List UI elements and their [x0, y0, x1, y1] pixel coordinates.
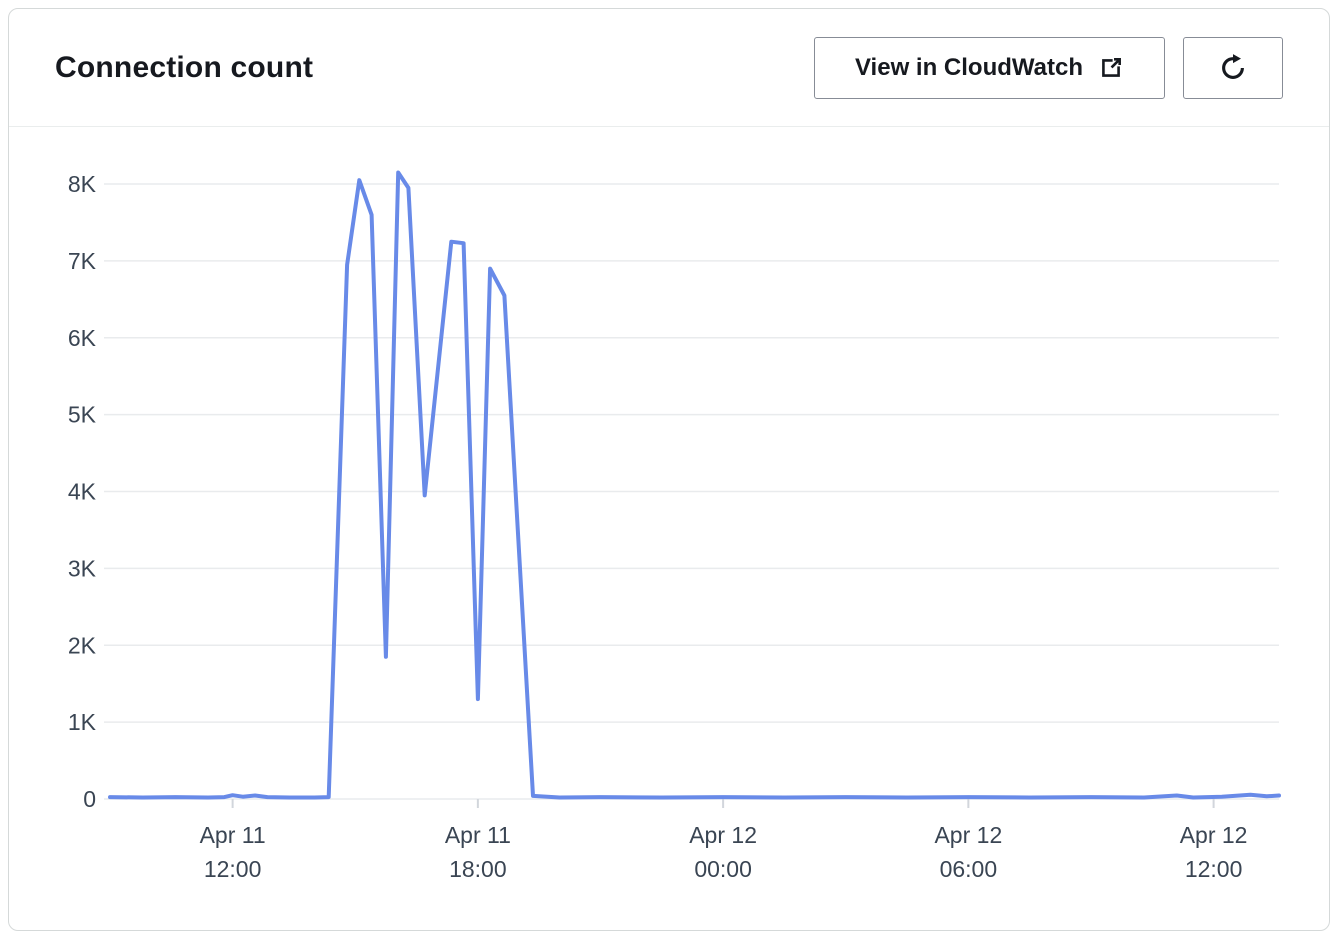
external-link-icon: [1098, 55, 1124, 81]
x-axis-tick-label-time: 12:00: [204, 856, 262, 882]
refresh-icon: [1218, 53, 1248, 83]
view-in-cloudwatch-button[interactable]: View in CloudWatch: [813, 36, 1165, 99]
y-axis-tick-label: 4K: [68, 479, 97, 505]
connection-count-widget: Connection count View in CloudWatch: [8, 8, 1330, 931]
y-axis-tick-label: 5K: [68, 402, 97, 428]
x-axis-tick-label-date: Apr 11: [445, 822, 511, 848]
header-actions: View in CloudWatch: [813, 36, 1283, 99]
x-axis-tick-label-time: 06:00: [940, 856, 998, 882]
widget-title: Connection count: [55, 50, 314, 84]
x-axis-tick-label-date: Apr 12: [689, 822, 757, 848]
x-axis-tick-label-date: Apr 11: [200, 822, 266, 848]
x-axis-tick-label-time: 18:00: [449, 856, 507, 882]
y-axis-tick-label: 6K: [68, 325, 97, 351]
y-axis-tick-label: 1K: [68, 709, 97, 735]
y-axis-tick-label: 7K: [68, 248, 97, 274]
y-axis-tick-label: 2K: [68, 632, 97, 658]
y-axis-tick-label: 0: [83, 786, 96, 812]
x-axis-tick-label-date: Apr 12: [1180, 822, 1248, 848]
connection-count-chart-svg: 0 1K 2K 3K 4K 5K 6K 7K 8K Apr 11 12:00 Apr 11 18:00 A…: [68, 170, 1281, 882]
y-axis-tick-label: 8K: [68, 171, 97, 197]
x-axis-tick-label-date: Apr 12: [934, 822, 1002, 848]
series-line-connection-count: [108, 170, 1281, 800]
view-in-cloudwatch-label: View in CloudWatch: [854, 53, 1083, 81]
y-axis-tick-label: 3K: [68, 555, 97, 581]
x-axis-tick-label-time: 12:00: [1185, 856, 1243, 882]
x-axis-tick-label-time: 00:00: [694, 856, 752, 882]
chart-area: 0 1K 2K 3K 4K 5K 6K 7K 8K Apr 11 12:00 Apr 11 18:00 A…: [9, 127, 1329, 930]
widget-header: Connection count View in CloudWatch: [9, 9, 1329, 127]
refresh-button[interactable]: [1183, 36, 1283, 99]
